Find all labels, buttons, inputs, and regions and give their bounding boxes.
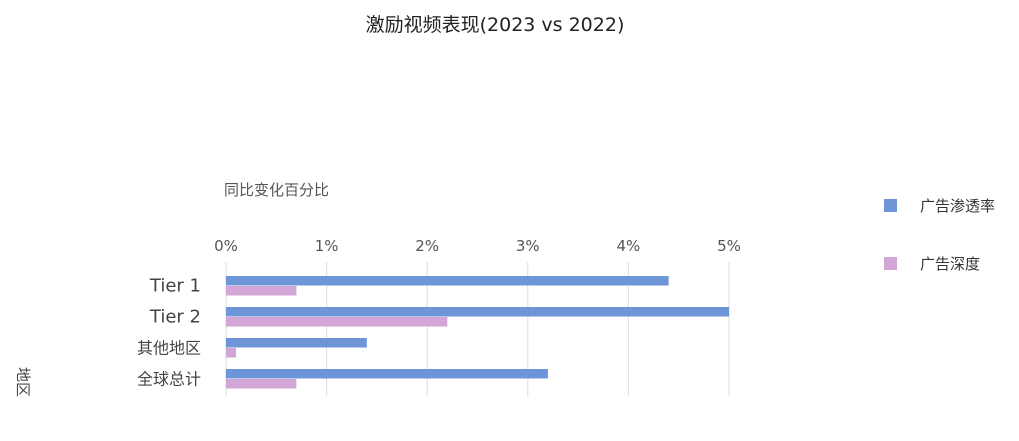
bar — [226, 286, 297, 296]
bar — [226, 379, 297, 389]
x-tick-label: 4% — [617, 237, 641, 255]
legend-swatch — [884, 257, 897, 270]
legend-label: 广告深度 — [920, 255, 980, 273]
y-axis-title: 地区 — [14, 367, 32, 397]
legend-label: 广告渗透率 — [920, 197, 995, 215]
x-tick-label: 5% — [717, 237, 741, 255]
bar — [226, 276, 669, 286]
bar — [226, 317, 448, 327]
category-label: 全球总计 — [137, 370, 201, 389]
x-tick-label: 0% — [214, 237, 238, 255]
bar — [226, 338, 367, 348]
category-label: 其他地区 — [137, 339, 201, 358]
bar — [226, 348, 237, 358]
bar — [226, 369, 548, 379]
x-tick-label: 2% — [415, 237, 439, 255]
category-label: Tier 1 — [149, 276, 201, 297]
bar — [226, 307, 729, 317]
bars — [226, 276, 729, 389]
legend-swatch — [884, 199, 897, 212]
chart-title: 激励视频表现(2023 vs 2022) — [366, 14, 625, 36]
x-axis-title: 同比变化百分比 — [224, 181, 329, 199]
x-tick-label: 3% — [516, 237, 540, 255]
category-label: Tier 2 — [149, 307, 201, 328]
x-tick-labels: 0% 1% 2% 3% 4% 5% — [214, 237, 741, 255]
x-tick-label: 1% — [315, 237, 339, 255]
